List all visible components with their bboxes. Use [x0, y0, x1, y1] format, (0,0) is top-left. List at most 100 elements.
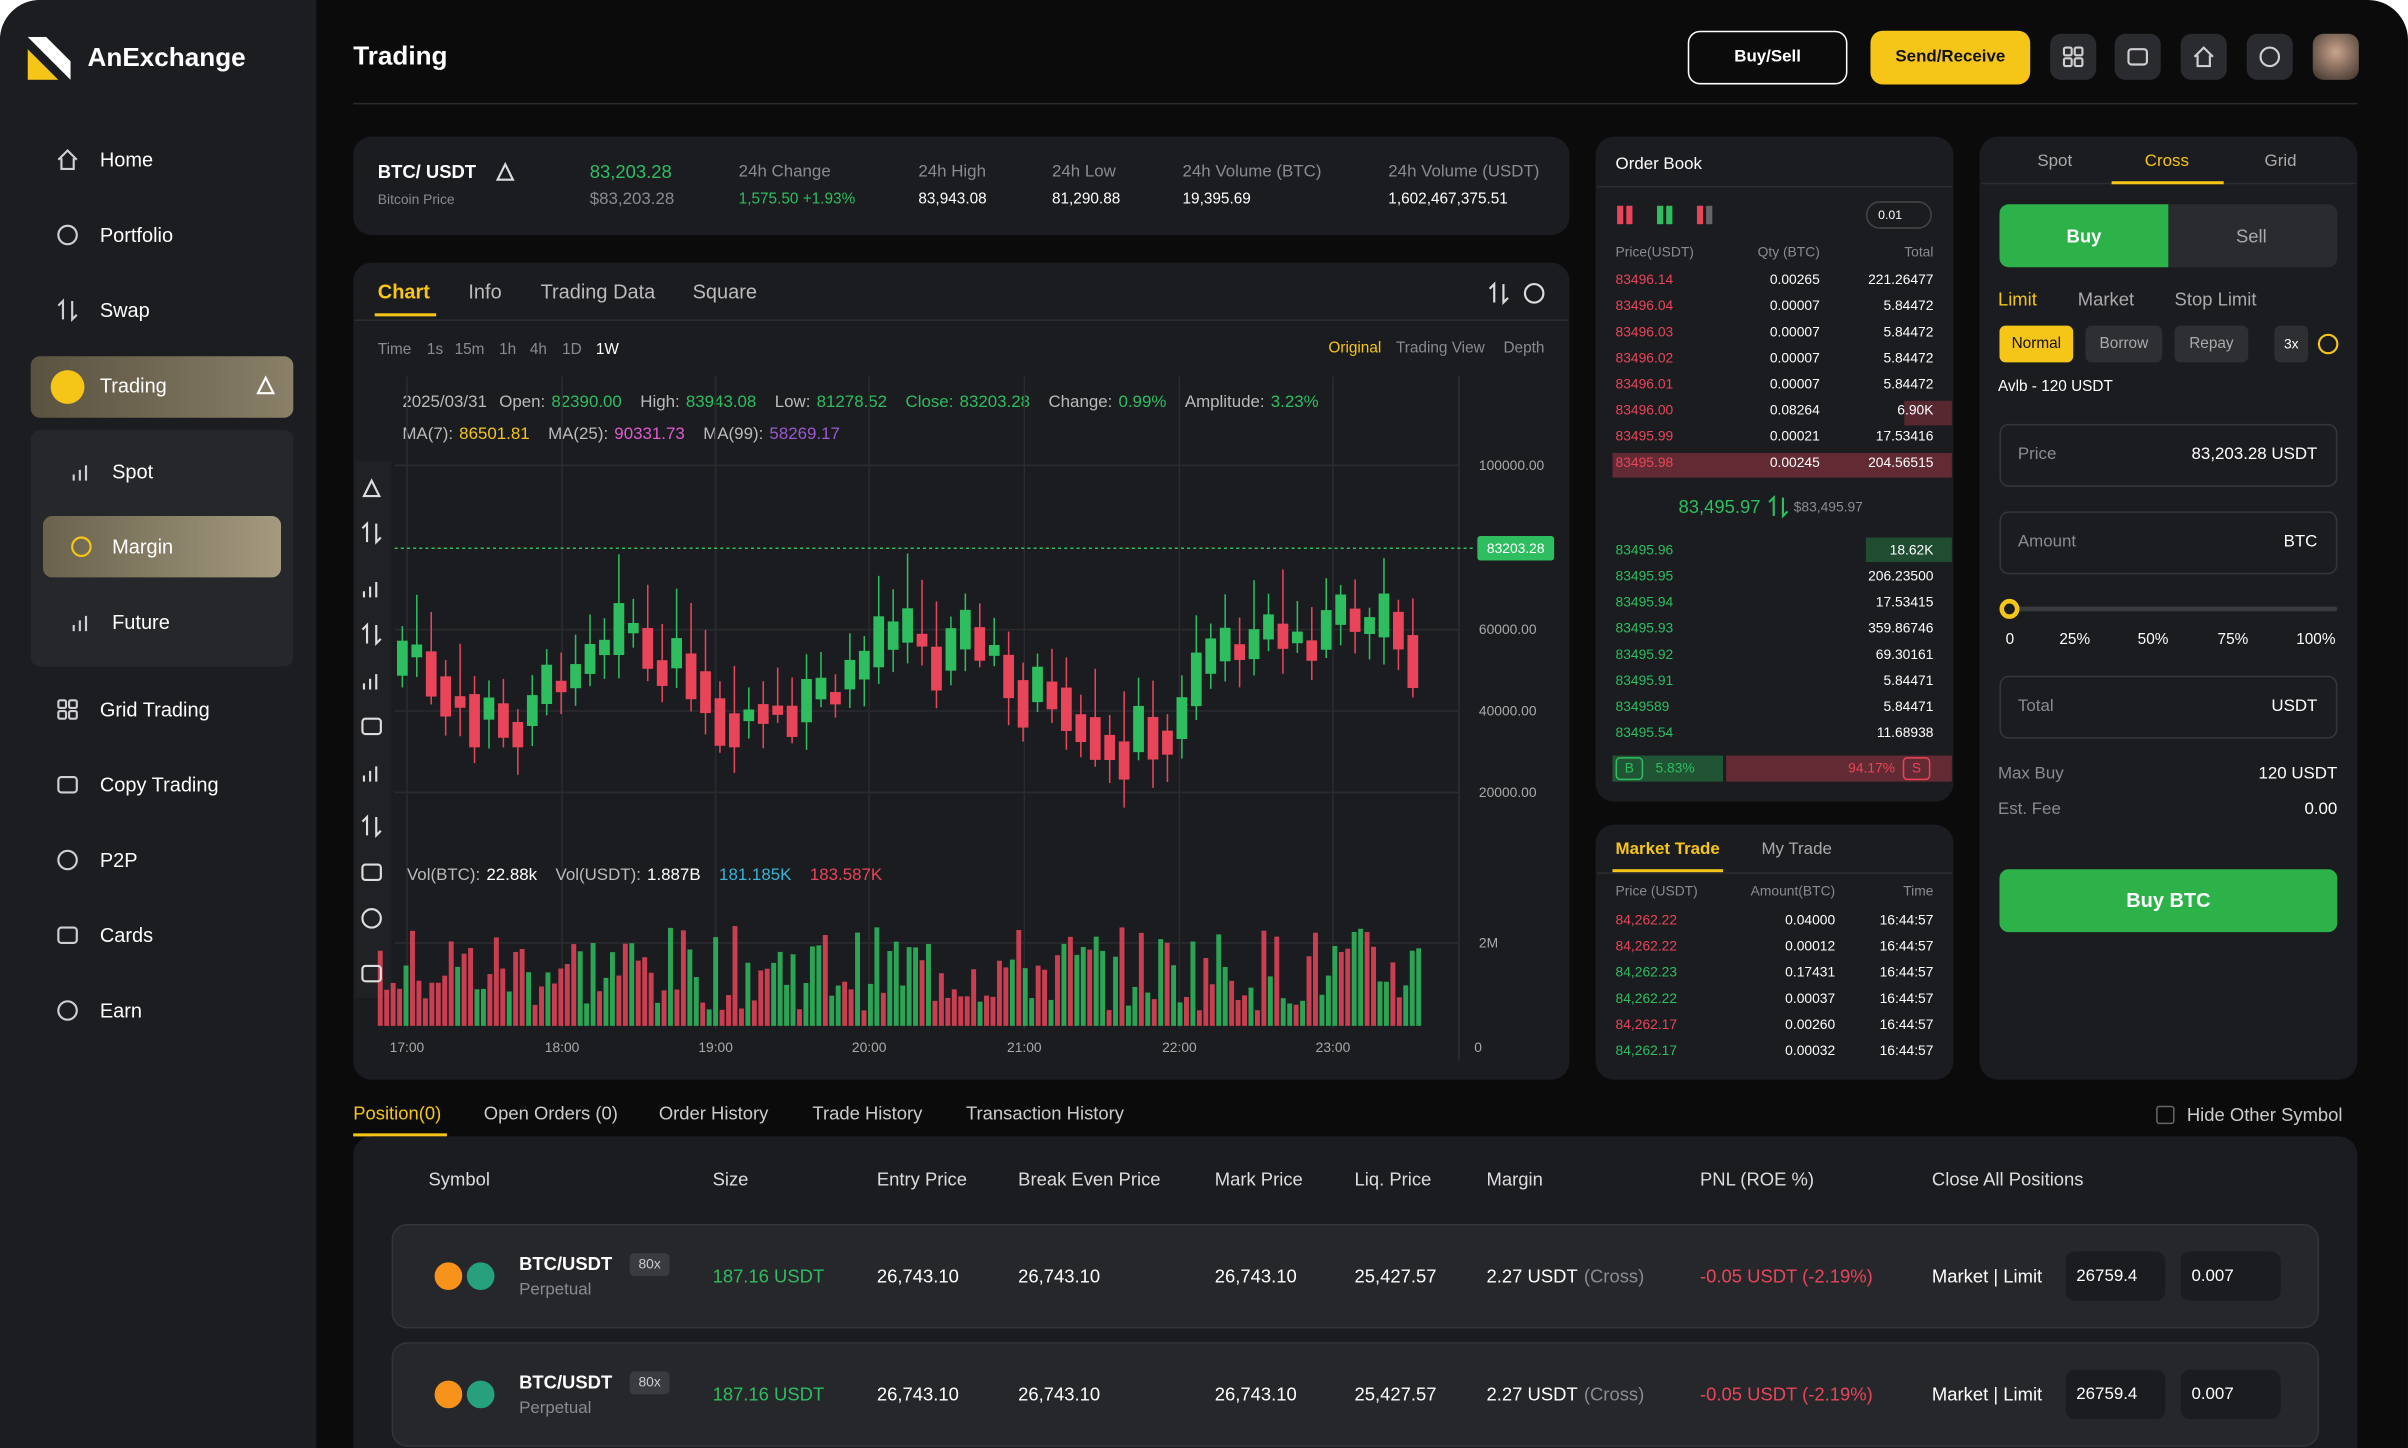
button-label[interactable]: Normal	[2011, 335, 2062, 353]
input-field[interactable]	[2065, 1251, 2166, 1301]
button-label[interactable]: Send/Receive	[1895, 47, 2006, 67]
nav-item[interactable]: Portfolio	[99, 223, 174, 247]
button-label[interactable]: Repay	[2189, 335, 2234, 353]
label[interactable]: 0.007	[2191, 1266, 2234, 1286]
input-field[interactable]	[1999, 675, 2338, 739]
ob-view-icon[interactable]	[1706, 205, 1713, 225]
step-value[interactable]: 0.01	[1878, 208, 1903, 222]
tab[interactable]: Position(0)	[353, 1102, 442, 1125]
nav-item[interactable]: Home	[99, 148, 154, 172]
trade-cell: 84,262.17	[1615, 1042, 1678, 1059]
order-type[interactable]: Stop Limit	[2174, 288, 2257, 311]
tab[interactable]: Grid	[2264, 152, 2297, 171]
leverage-btn[interactable]	[2274, 325, 2309, 363]
nav-item[interactable]: Grid Trading	[99, 697, 210, 722]
label[interactable]: Hide Other Symbol	[2186, 1104, 2343, 1126]
slider-label: 0	[2005, 631, 2015, 649]
input-value[interactable]: USDT	[2271, 697, 2318, 716]
button-label[interactable]: 3x	[2283, 336, 2299, 352]
label[interactable]: 26759.4	[2076, 1385, 2138, 1404]
tab[interactable]: Trade History	[812, 1102, 923, 1125]
interval[interactable]: 4h	[529, 341, 547, 359]
tab[interactable]: Square	[692, 280, 757, 304]
view-option[interactable]: Depth	[1503, 340, 1545, 358]
tab[interactable]: Open Orders (0)	[483, 1102, 618, 1125]
submit-btn[interactable]	[1999, 869, 2338, 933]
view-option[interactable]: Original	[1328, 340, 1382, 358]
buy-toggle[interactable]	[1999, 204, 2169, 268]
button-label[interactable]: Buy/Sell	[1734, 47, 1801, 67]
tab[interactable]: Spot	[2037, 152, 2073, 171]
candle-body	[512, 721, 524, 748]
label[interactable]: Market | Limit	[1931, 1265, 2043, 1287]
tab[interactable]: Market Trade	[1615, 840, 1720, 859]
header-icon-btn[interactable]	[2050, 33, 2097, 80]
submenu-active[interactable]	[42, 515, 282, 578]
ob-view-icon[interactable]	[1617, 205, 1624, 225]
interval[interactable]: 1W	[595, 341, 619, 359]
buy-sell-btn[interactable]	[1687, 30, 1848, 85]
view-option[interactable]: Trading View	[1395, 340, 1485, 358]
interval[interactable]: 1s	[426, 341, 444, 359]
ob-view-icon[interactable]	[1657, 205, 1664, 225]
label[interactable]: Market | Limit	[1931, 1383, 2043, 1406]
y-tick-label: 100000.00	[1478, 457, 1545, 473]
button-label[interactable]: Borrow	[2099, 335, 2149, 353]
margin-mode-btn[interactable]	[2174, 325, 2249, 363]
ask-cell: 5.84472	[1883, 350, 1934, 366]
volume-bar	[1164, 942, 1170, 1026]
send-receive-btn[interactable]	[1870, 30, 2031, 85]
nav-item[interactable]: Trading	[99, 373, 167, 397]
checkbox[interactable]	[2156, 1105, 2175, 1125]
candle-body	[786, 705, 798, 737]
tab[interactable]: My Trade	[1761, 840, 1832, 859]
tab[interactable]: Chart	[377, 280, 430, 304]
nav-item[interactable]: Spot	[112, 459, 154, 483]
pair[interactable]: BTC/ USDT	[377, 161, 477, 183]
nav-item[interactable]: Cards	[99, 923, 154, 947]
interval[interactable]: 15m	[454, 341, 485, 359]
ob-view-icon[interactable]	[1696, 205, 1704, 225]
input-field[interactable]	[2180, 1369, 2281, 1419]
trade-cell: 16:44:57	[1879, 938, 1934, 954]
label[interactable]: 0.007	[2191, 1385, 2234, 1404]
volume-bar	[1184, 996, 1189, 1026]
button-label[interactable]: Buy BTC	[2126, 888, 2211, 912]
nav-item[interactable]: Future	[112, 610, 170, 634]
input-value[interactable]: BTC	[2283, 532, 2318, 552]
nav-item[interactable]: Margin	[112, 535, 174, 559]
input-field[interactable]	[1999, 511, 2338, 575]
ob-view-icon[interactable]	[1626, 205, 1633, 225]
input-value[interactable]: 83,203.28 USDT	[2191, 445, 2318, 464]
tab[interactable]: Info	[468, 280, 502, 304]
label[interactable]: 26759.4	[2076, 1266, 2138, 1286]
toggle-label[interactable]: Sell	[2235, 225, 2267, 248]
slider-handle[interactable]	[1999, 598, 2020, 619]
icon-shape	[57, 699, 68, 710]
avatar[interactable]	[2312, 33, 2359, 80]
nav-item[interactable]: Swap	[99, 298, 150, 322]
ob-view-icon[interactable]	[1666, 205, 1673, 225]
order-type[interactable]: Limit	[1997, 288, 2037, 311]
margin-mode-btn[interactable]	[2085, 325, 2163, 363]
tab[interactable]: Transaction History	[965, 1102, 1125, 1125]
sell-toggle[interactable]	[2168, 204, 2338, 268]
margin-mode-btn[interactable]	[1999, 325, 2074, 363]
interval[interactable]: 1D	[562, 341, 582, 359]
header-icon-btn[interactable]	[2246, 33, 2293, 80]
interval[interactable]: 1h	[499, 341, 517, 359]
tab[interactable]: Cross	[2144, 152, 2189, 171]
nav-item[interactable]: Copy Trading	[99, 773, 219, 797]
nav-item[interactable]: Earn	[99, 998, 143, 1023]
input-field[interactable]	[1999, 423, 2338, 487]
tab[interactable]: Order History	[658, 1102, 769, 1125]
order-type[interactable]: Market	[2077, 288, 2135, 311]
input-field[interactable]	[2065, 1369, 2166, 1419]
toggle-label[interactable]: Buy	[2066, 225, 2102, 248]
step-select[interactable]	[1865, 201, 1932, 229]
nav-item[interactable]: P2P	[99, 848, 138, 872]
input-field[interactable]	[2180, 1251, 2281, 1301]
header-icon-btn[interactable]	[2114, 33, 2161, 80]
header-icon-btn[interactable]	[2180, 33, 2227, 80]
tab[interactable]: Trading Data	[540, 280, 656, 304]
